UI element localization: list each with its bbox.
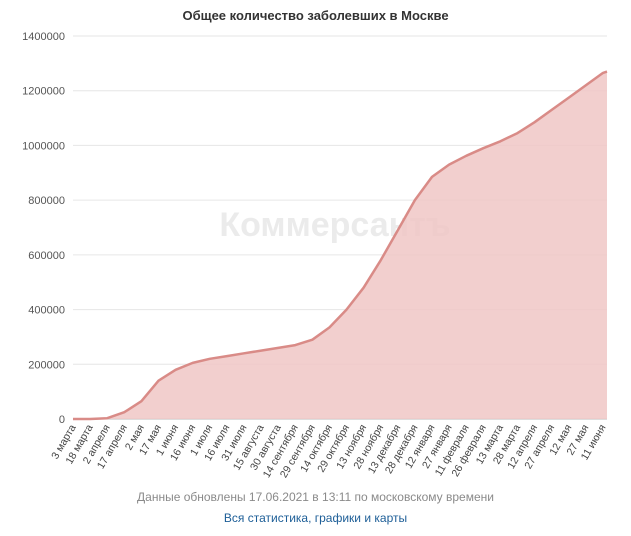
y-tick-label: 400000 xyxy=(28,305,65,317)
series-area xyxy=(73,71,607,419)
statistics-link[interactable]: Вся статистика, графики и карты xyxy=(223,511,408,525)
y-tick-label: 800000 xyxy=(28,195,65,207)
y-tick-label: 0 xyxy=(59,414,65,426)
y-tick-label: 1400000 xyxy=(22,31,65,43)
y-tick-label: 1200000 xyxy=(22,86,65,98)
chart-svg: Коммерсантъ 0200000400000600000800000100… xyxy=(22,31,608,480)
y-tick-label: 1000000 xyxy=(22,140,65,152)
y-axis: 0 200000 400000 600000 800000 1000000 1200000 1… xyxy=(22,31,65,426)
chart-title: Общее количество заболевших в Москве xyxy=(182,8,449,23)
updated-text: Данные обновлены 17.06.2021 в 13:11 по м… xyxy=(137,490,494,504)
y-tick-label: 600000 xyxy=(28,250,65,262)
y-tick-label: 200000 xyxy=(28,359,65,371)
area-layer xyxy=(72,70,608,421)
